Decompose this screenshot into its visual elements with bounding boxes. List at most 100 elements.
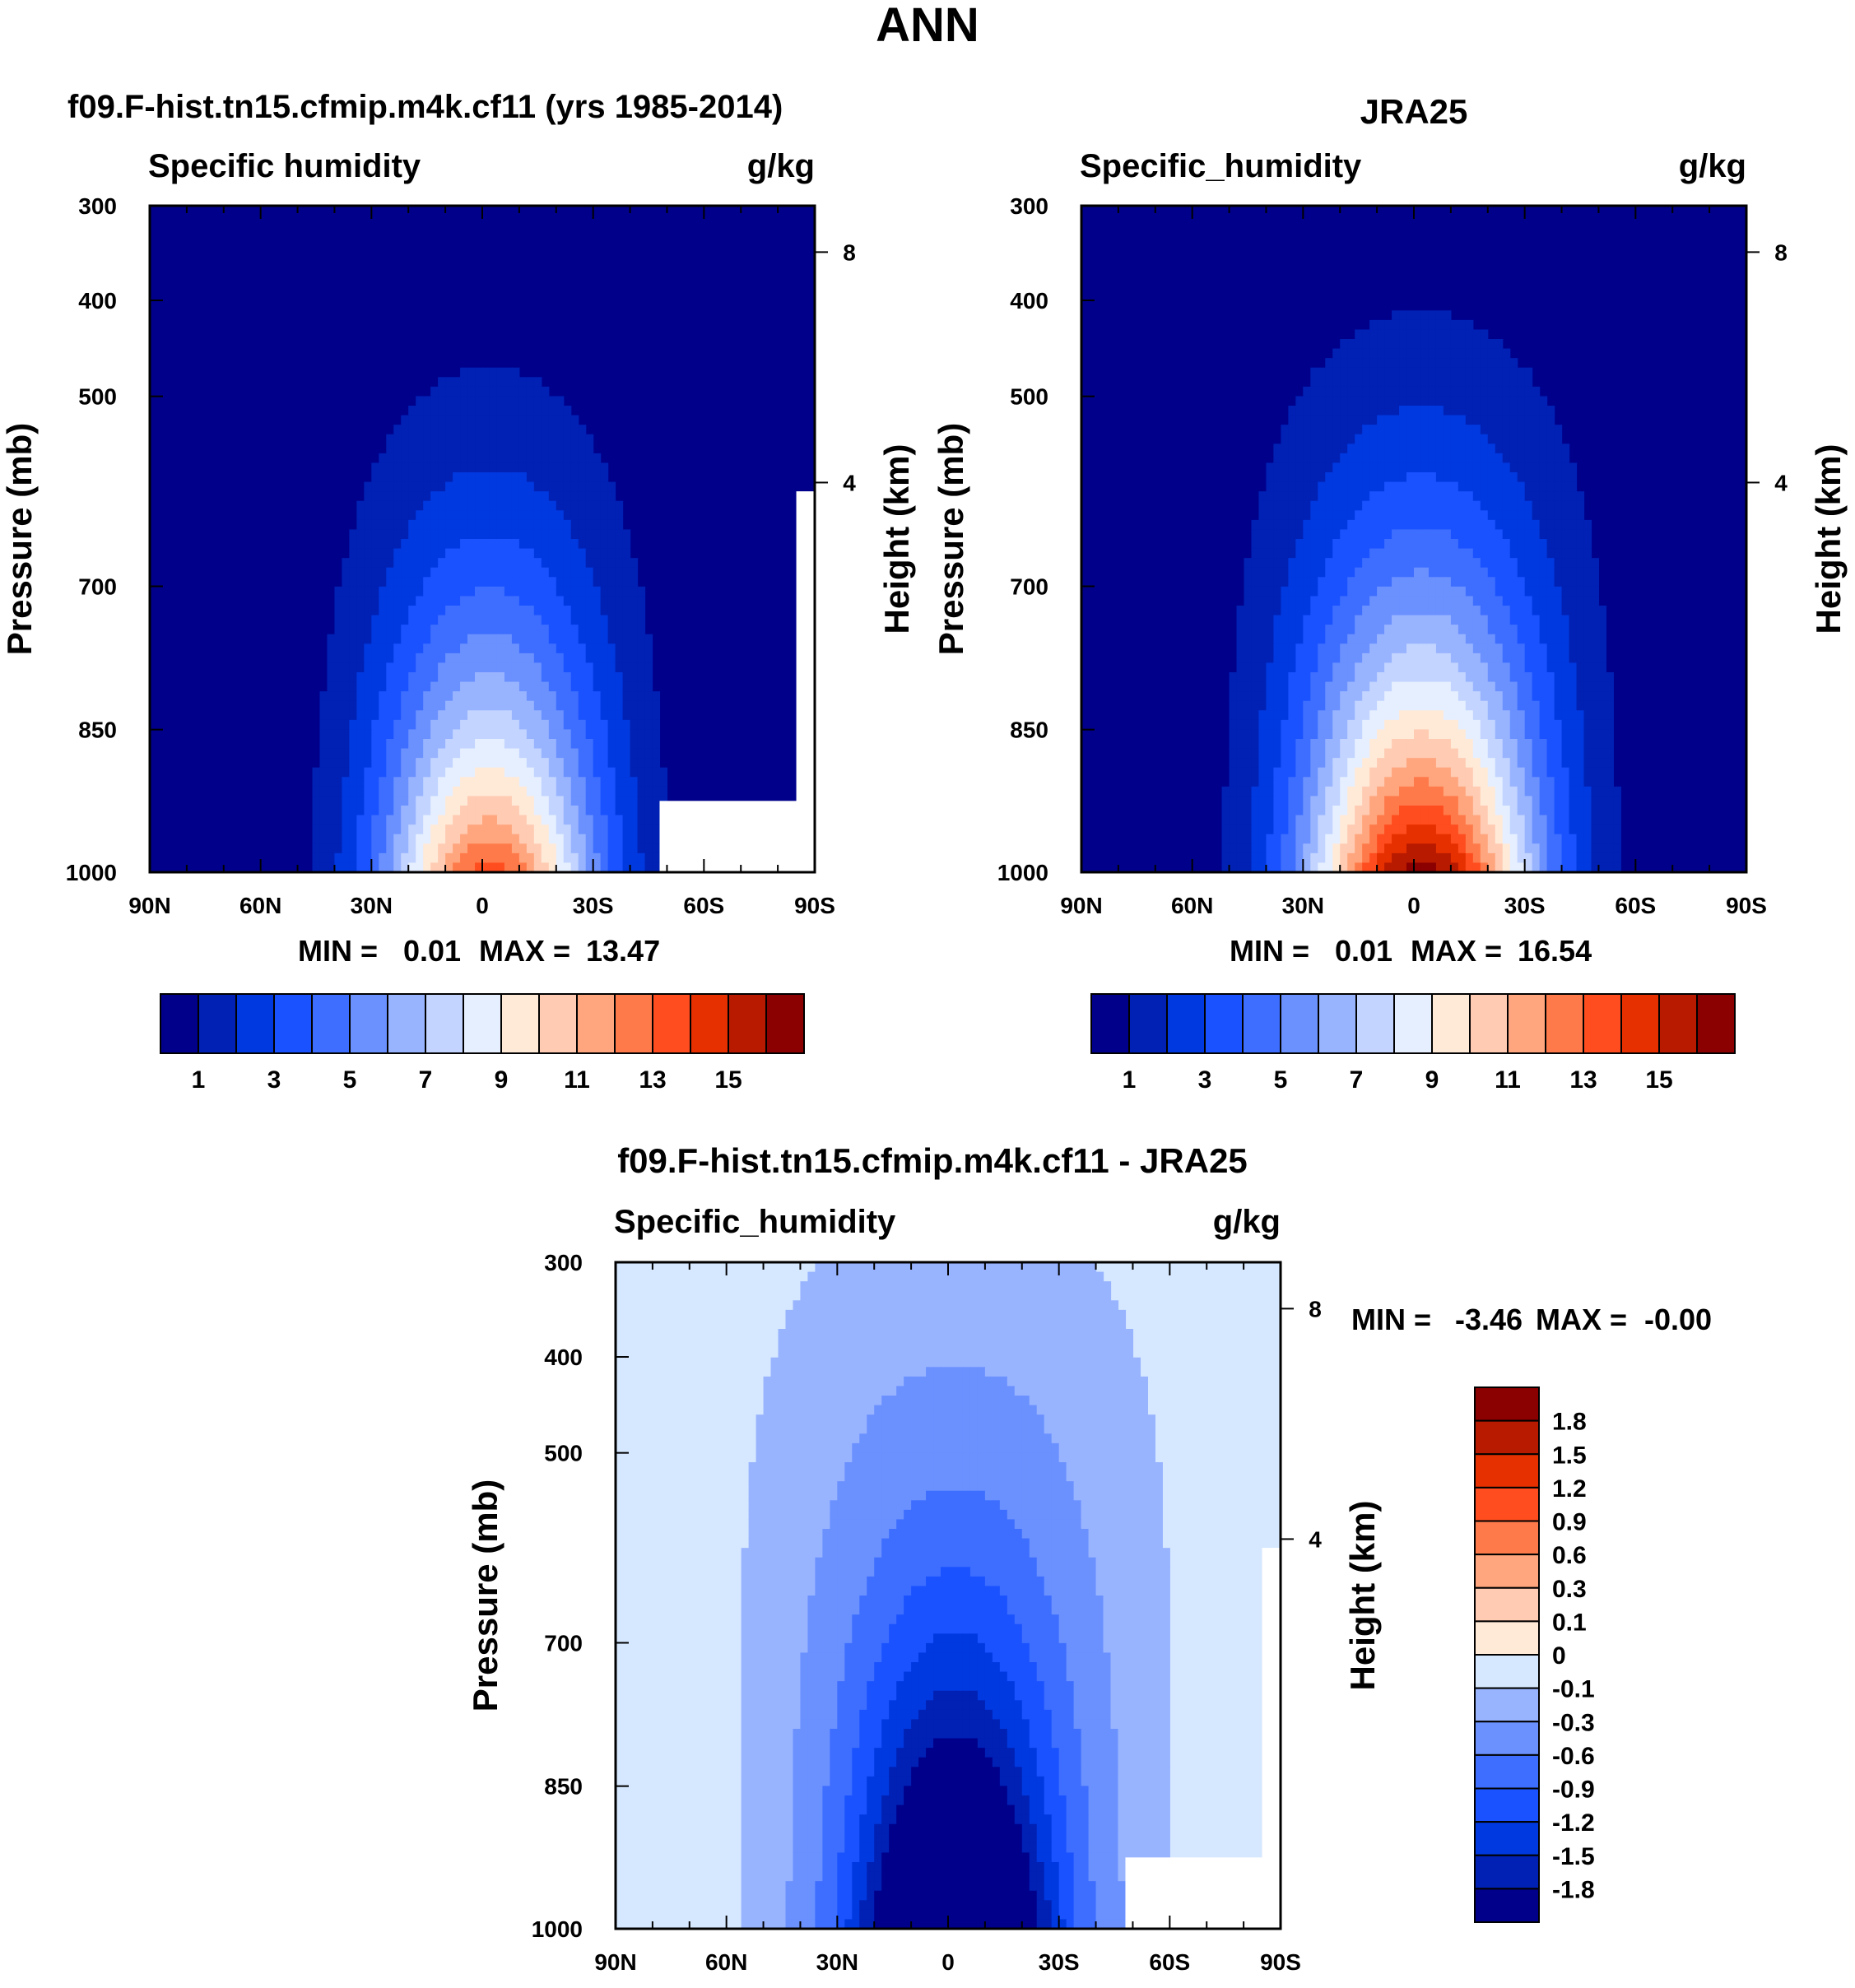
field-cell [1606, 700, 1614, 711]
field-cell [1480, 444, 1489, 454]
field-cell [445, 386, 453, 397]
field-cell [1569, 643, 1578, 654]
field-cell [1606, 672, 1614, 683]
field-cell [423, 710, 431, 721]
field-cell [1428, 510, 1437, 521]
field-cell [578, 529, 587, 540]
field-cell [1509, 852, 1518, 864]
field-cell [496, 681, 505, 692]
field-cell [1435, 834, 1444, 844]
field-cell [1487, 672, 1496, 683]
field-cell [1340, 662, 1348, 673]
field-cell [1450, 719, 1459, 731]
field-cell [1406, 539, 1415, 550]
field-cell [401, 815, 409, 825]
field-cell [1576, 843, 1585, 854]
field-cell [1392, 577, 1400, 588]
field-cell [1435, 767, 1444, 778]
field-cell [1362, 824, 1370, 835]
field-cell [607, 567, 616, 578]
field-cell [1598, 653, 1607, 664]
field-cell [467, 653, 476, 664]
field-cell [526, 824, 535, 835]
field-cell [496, 453, 505, 464]
field-cell [504, 481, 513, 492]
field-cell [393, 700, 402, 711]
field-cell [489, 377, 498, 388]
field-cell [393, 824, 402, 835]
field-cell [349, 834, 357, 844]
field-cell [1517, 500, 1526, 511]
field-cell [453, 396, 461, 406]
field-cell [1546, 643, 1555, 654]
field-cell [1450, 815, 1459, 825]
field-cell [585, 729, 594, 740]
field-cell [1340, 606, 1348, 616]
field-cell [1362, 681, 1370, 692]
field-cell [637, 672, 646, 683]
field-cell [570, 748, 579, 759]
field-cell [445, 662, 453, 673]
field-cell [1591, 719, 1600, 731]
field-cell [556, 567, 565, 578]
field-cell [585, 852, 594, 864]
field-cell [379, 748, 387, 759]
field-cell [1369, 748, 1378, 759]
field-cell [518, 548, 528, 559]
field-cell [379, 843, 387, 854]
field-cell [416, 634, 424, 644]
field-cell [1340, 586, 1348, 597]
field-cell [467, 406, 476, 416]
field-cell [1251, 558, 1260, 569]
field-cell [1273, 806, 1281, 816]
field-cell [607, 481, 616, 492]
field-cell [1443, 596, 1452, 606]
field-cell [445, 834, 453, 844]
field-cell [1340, 500, 1348, 511]
field-cell [881, 1262, 890, 1273]
field-cell [1524, 806, 1533, 816]
field-cell [1472, 748, 1481, 759]
field-cell [401, 567, 409, 578]
field-cell [438, 634, 446, 644]
field-cell [364, 615, 372, 625]
field-cell [644, 786, 653, 797]
field-cell [1487, 462, 1496, 473]
field-cell [438, 843, 446, 854]
field-cell [837, 1271, 845, 1282]
field-cell [356, 843, 365, 854]
field-cell [1495, 767, 1504, 778]
field-cell [1310, 453, 1318, 464]
field-cell [1229, 824, 1238, 835]
field-cell [896, 1262, 904, 1273]
field-cell [1480, 796, 1489, 806]
field-cell [467, 643, 476, 654]
field-cell [1392, 777, 1400, 787]
field-cell [489, 710, 498, 721]
field-cell [630, 806, 639, 816]
field-cell [607, 824, 616, 835]
field-cell [1428, 319, 1437, 331]
field-cell [622, 662, 631, 673]
field-cell [615, 852, 624, 864]
field-cell [1369, 444, 1378, 454]
field-cell [1340, 481, 1348, 492]
field-cell [438, 462, 446, 473]
field-cell [1509, 786, 1518, 797]
field-cell [482, 710, 490, 721]
field-cell [1554, 548, 1563, 559]
field-cell [1288, 767, 1296, 778]
field-cell [578, 700, 587, 711]
field-cell [593, 500, 602, 511]
field-cell [349, 653, 357, 664]
panel-model-max-value: 13.47 [586, 934, 660, 968]
field-cell [416, 444, 424, 454]
field-cell [334, 719, 343, 731]
field-cell [992, 1262, 1001, 1273]
field-cell [364, 719, 372, 731]
field-cell [1465, 643, 1474, 654]
field-cell [1414, 462, 1422, 473]
field-cell [644, 729, 653, 740]
field-cell [1236, 806, 1245, 816]
field-cell [1524, 462, 1533, 473]
